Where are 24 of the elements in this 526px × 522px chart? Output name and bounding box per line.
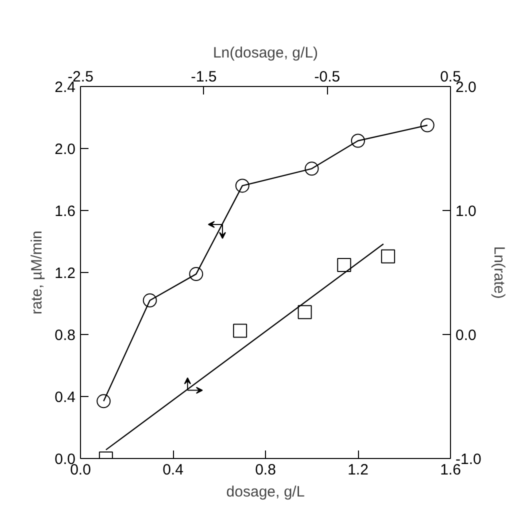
point — [142, 293, 157, 308]
x2-tick-label: -1.5 — [190, 68, 217, 86]
y-tick-label: 0.4 — [54, 389, 76, 406]
x2-tick-label: -0.5 — [314, 68, 340, 86]
point — [304, 162, 319, 176]
x2-axis-title: Ln(dosage, g/L) — [212, 44, 318, 62]
y2-axis-title: Ln(rate) — [490, 246, 508, 299]
x-tick-label: 1.6 — [440, 462, 461, 478]
x-tick-label: 1.2 — [348, 462, 368, 478]
point — [235, 178, 250, 193]
y2-tick-label: 1.0 — [456, 203, 476, 220]
point — [96, 394, 111, 408]
point — [351, 134, 365, 148]
x-axis-title: dosage, g/L — [226, 484, 305, 500]
y-axis-title: rate, µM/min — [28, 230, 46, 314]
y-tick-label: 2.0 — [54, 141, 76, 158]
y-tick-label: 1.6 — [54, 203, 76, 220]
y2-tick-label: 0.0 — [456, 327, 476, 344]
point — [420, 118, 434, 132]
y-tick-label: 1.2 — [54, 265, 76, 282]
x-tick-label: 0.8 — [255, 462, 276, 478]
x-tick-label: 0.4 — [162, 462, 184, 478]
y-tick-label: 0.8 — [54, 327, 76, 344]
point — [189, 267, 204, 282]
